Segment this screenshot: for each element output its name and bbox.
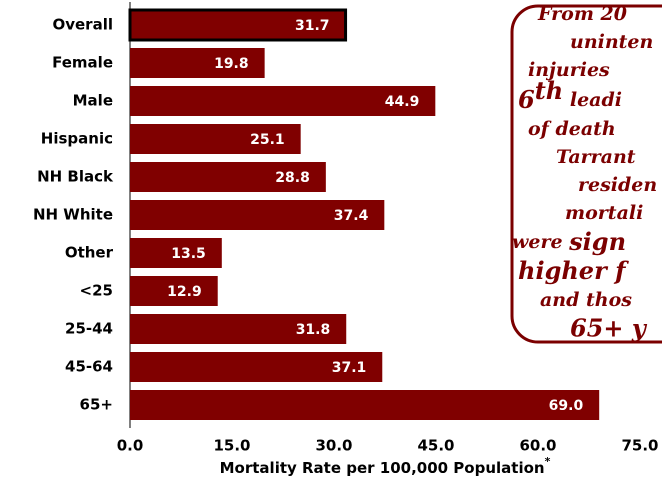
bar bbox=[130, 200, 385, 230]
annotation-line: From 20 bbox=[537, 3, 627, 25]
annotation-box bbox=[510, 4, 662, 344]
category-label: 65+ bbox=[80, 396, 113, 414]
bar bbox=[128, 8, 348, 42]
value-label: 37.1 bbox=[332, 360, 367, 376]
annotation-line: higher f bbox=[518, 256, 629, 285]
x-tick-label: 45.0 bbox=[417, 437, 454, 455]
value-label: 19.8 bbox=[214, 56, 249, 72]
annotation-line: uninten bbox=[570, 31, 653, 53]
category-label: Female bbox=[52, 54, 113, 72]
category-label: NH Black bbox=[37, 168, 114, 186]
value-label: 12.9 bbox=[167, 284, 202, 300]
category-label: <25 bbox=[80, 282, 113, 300]
value-label: 31.8 bbox=[296, 322, 331, 338]
annotation-part: leadi bbox=[563, 89, 622, 111]
annotation-part: were bbox=[512, 231, 569, 253]
annotation-line: 65+ y bbox=[570, 314, 648, 343]
x-tick-label: 60.0 bbox=[519, 437, 556, 455]
annotation-line: residen bbox=[578, 174, 657, 196]
annotation-part: sign bbox=[568, 227, 626, 256]
bar bbox=[130, 124, 301, 154]
value-label: 28.8 bbox=[275, 170, 310, 186]
x-tick-label: 15.0 bbox=[213, 437, 250, 455]
bar bbox=[130, 276, 218, 306]
category-label: 45-64 bbox=[65, 358, 113, 376]
annotation: From 20 uninten injuries 6th leadi of de… bbox=[512, 3, 657, 343]
value-label: 44.9 bbox=[385, 94, 420, 110]
bar bbox=[130, 314, 347, 344]
value-label: 37.4 bbox=[334, 208, 369, 224]
category-label: Male bbox=[73, 92, 113, 110]
annotation-part: 6 bbox=[518, 85, 535, 114]
x-tick-label: 30.0 bbox=[315, 437, 352, 455]
annotation-line: were sign bbox=[512, 227, 626, 256]
category-label: Other bbox=[65, 244, 114, 262]
bar bbox=[130, 238, 222, 268]
annotation-part: higher bbox=[518, 256, 609, 285]
annotation-line: and thos bbox=[540, 289, 632, 311]
bar bbox=[130, 86, 436, 116]
bar bbox=[130, 162, 326, 192]
annotation-line: Tarrant bbox=[556, 146, 636, 168]
category-label: NH White bbox=[33, 206, 113, 224]
value-label: 25.1 bbox=[250, 132, 285, 148]
annotation-line: of death bbox=[528, 118, 616, 140]
x-tick-label: 75.0 bbox=[621, 437, 658, 455]
x-axis-label: Mortality Rate per 100,000 Population* bbox=[220, 455, 551, 477]
category-label: Hispanic bbox=[41, 130, 113, 148]
annotation-line: 6th leadi bbox=[518, 76, 622, 114]
annotation-part: th bbox=[535, 76, 564, 105]
annotation-line: mortali bbox=[565, 202, 643, 224]
x-axis-label-note: * bbox=[545, 455, 551, 468]
category-label: 25-44 bbox=[65, 320, 113, 338]
bar bbox=[130, 390, 600, 420]
x-axis-label-text: Mortality Rate per 100,000 Population bbox=[220, 459, 545, 477]
bar bbox=[130, 352, 383, 382]
annotation-part: f bbox=[607, 256, 629, 285]
annotation-line: injuries bbox=[528, 59, 610, 81]
value-label: 13.5 bbox=[171, 246, 206, 262]
category-label: Overall bbox=[52, 16, 113, 34]
x-tick-label: 0.0 bbox=[117, 437, 144, 455]
value-label: 69.0 bbox=[549, 398, 584, 414]
bar bbox=[130, 48, 265, 78]
value-label: 31.7 bbox=[295, 18, 330, 34]
